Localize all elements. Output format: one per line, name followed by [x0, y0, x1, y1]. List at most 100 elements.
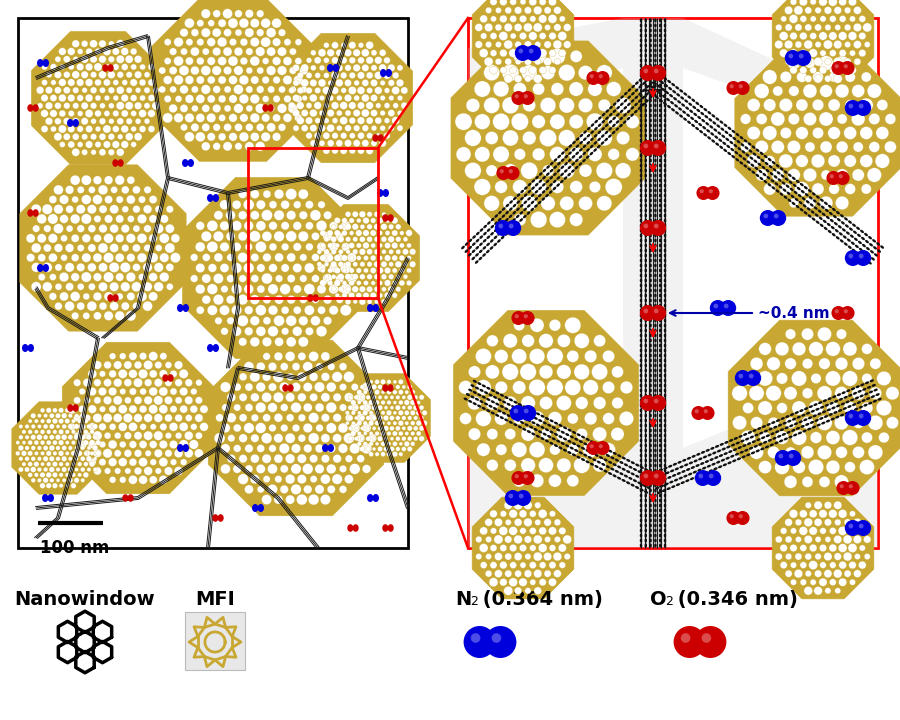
Circle shape: [405, 390, 409, 394]
Ellipse shape: [659, 454, 662, 458]
Ellipse shape: [654, 198, 657, 203]
Circle shape: [557, 458, 571, 472]
Circle shape: [113, 396, 122, 405]
Circle shape: [104, 141, 111, 148]
Circle shape: [310, 316, 320, 325]
Ellipse shape: [654, 73, 657, 78]
Circle shape: [341, 88, 346, 93]
Circle shape: [125, 468, 130, 474]
Circle shape: [120, 477, 126, 483]
Ellipse shape: [688, 96, 691, 99]
Circle shape: [94, 379, 101, 387]
Circle shape: [59, 215, 68, 223]
Circle shape: [133, 225, 140, 232]
Circle shape: [788, 454, 794, 459]
Ellipse shape: [616, 113, 620, 117]
Ellipse shape: [659, 258, 662, 263]
Circle shape: [318, 201, 325, 208]
Circle shape: [89, 440, 94, 446]
Circle shape: [367, 300, 372, 304]
Circle shape: [804, 197, 816, 209]
Circle shape: [402, 395, 406, 399]
Ellipse shape: [659, 23, 662, 27]
Ellipse shape: [631, 106, 634, 109]
Circle shape: [269, 201, 277, 209]
Circle shape: [505, 58, 512, 65]
Circle shape: [485, 570, 492, 577]
Circle shape: [402, 385, 406, 389]
Ellipse shape: [778, 179, 781, 181]
Circle shape: [492, 113, 509, 130]
Ellipse shape: [681, 104, 685, 107]
Circle shape: [37, 446, 41, 450]
Circle shape: [378, 384, 382, 390]
Ellipse shape: [691, 455, 696, 458]
Circle shape: [396, 249, 400, 254]
Circle shape: [83, 293, 90, 300]
Circle shape: [332, 474, 342, 485]
Circle shape: [227, 454, 236, 463]
Circle shape: [201, 66, 211, 76]
Circle shape: [108, 440, 117, 449]
Circle shape: [553, 40, 562, 49]
Ellipse shape: [654, 373, 657, 378]
Circle shape: [520, 471, 535, 485]
Ellipse shape: [659, 544, 662, 548]
Circle shape: [234, 85, 243, 94]
Ellipse shape: [696, 102, 699, 105]
Circle shape: [235, 30, 242, 36]
Circle shape: [139, 196, 146, 203]
Circle shape: [25, 424, 29, 428]
Circle shape: [369, 390, 374, 395]
Circle shape: [34, 451, 39, 456]
Ellipse shape: [653, 473, 657, 476]
Ellipse shape: [664, 184, 666, 188]
Circle shape: [859, 253, 864, 258]
Circle shape: [316, 220, 327, 231]
Circle shape: [155, 206, 162, 213]
Circle shape: [316, 363, 323, 370]
Ellipse shape: [640, 478, 643, 482]
Ellipse shape: [649, 168, 652, 173]
Ellipse shape: [563, 176, 567, 180]
Circle shape: [371, 140, 377, 146]
Circle shape: [351, 410, 356, 415]
Circle shape: [261, 37, 271, 47]
Ellipse shape: [649, 373, 652, 378]
Circle shape: [88, 405, 96, 413]
Circle shape: [83, 312, 90, 319]
Ellipse shape: [487, 221, 491, 225]
Circle shape: [159, 387, 167, 396]
Ellipse shape: [649, 388, 652, 392]
Circle shape: [78, 423, 86, 431]
Ellipse shape: [472, 402, 477, 405]
Circle shape: [819, 112, 833, 126]
Circle shape: [596, 163, 613, 179]
Circle shape: [565, 318, 581, 333]
Circle shape: [869, 387, 882, 400]
Circle shape: [515, 58, 521, 65]
Ellipse shape: [707, 454, 712, 456]
Circle shape: [741, 371, 755, 386]
Ellipse shape: [640, 393, 643, 397]
Ellipse shape: [484, 391, 488, 395]
Circle shape: [40, 94, 49, 102]
Circle shape: [597, 196, 612, 211]
Circle shape: [383, 426, 389, 431]
Circle shape: [771, 168, 784, 181]
Circle shape: [84, 415, 91, 421]
Circle shape: [360, 426, 364, 431]
Ellipse shape: [513, 197, 517, 200]
Ellipse shape: [605, 117, 609, 120]
Circle shape: [77, 284, 85, 290]
Circle shape: [377, 405, 382, 410]
Ellipse shape: [649, 444, 652, 448]
Ellipse shape: [736, 140, 741, 143]
Ellipse shape: [664, 103, 666, 108]
Circle shape: [371, 94, 377, 102]
Circle shape: [289, 67, 297, 74]
Circle shape: [144, 361, 153, 369]
Circle shape: [853, 23, 861, 32]
Ellipse shape: [664, 438, 666, 443]
Circle shape: [323, 148, 329, 154]
